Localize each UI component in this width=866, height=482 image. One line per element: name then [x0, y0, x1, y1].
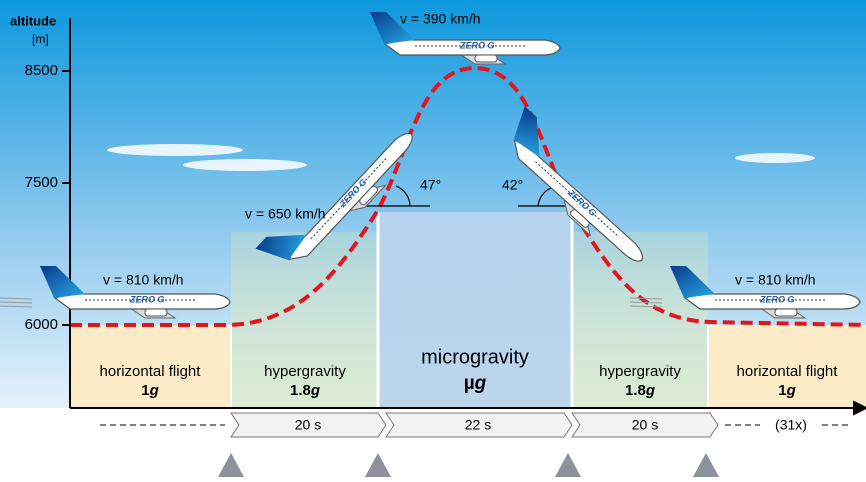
- fuselage: [287, 132, 413, 261]
- tail-fin: [513, 106, 540, 158]
- y-tick-label: 7500: [25, 174, 58, 191]
- speed-label: v = 650 km/h: [245, 206, 326, 222]
- axes: [62, 18, 866, 416]
- speed-line: [629, 301, 663, 304]
- phase-name: hypergravity: [264, 363, 346, 380]
- axis-title: altitude: [10, 13, 56, 28]
- y-tick-label: 6000: [25, 316, 58, 333]
- phase-name: microgravity: [421, 346, 529, 368]
- engine: [474, 54, 498, 63]
- phase-name: horizontal flight: [737, 363, 839, 380]
- g-factor: 1g: [141, 382, 159, 399]
- engine: [144, 308, 168, 317]
- axis-unit: [m]: [32, 32, 49, 46]
- duration: 20 s: [632, 417, 658, 433]
- g-symbol: g: [786, 382, 796, 399]
- fuselage: [383, 39, 561, 56]
- speed-line: [0, 301, 33, 304]
- repeat-count: (31x): [775, 417, 807, 433]
- fuselage: [683, 293, 861, 310]
- g-factor-value: 1: [141, 382, 149, 399]
- tail-fin: [370, 12, 415, 44]
- g-factor: 1.8g: [625, 382, 655, 399]
- g-symbol: g: [474, 373, 487, 394]
- duration: 20 s: [295, 417, 321, 433]
- plane: ZERO G: [370, 12, 561, 65]
- g-factor-value: 1.8: [290, 382, 311, 399]
- engine: [359, 185, 378, 206]
- speed-label: v = 810 km/h: [103, 272, 184, 288]
- phase-name: horizontal flight: [100, 363, 202, 380]
- g-factor: 1.8g: [290, 382, 320, 399]
- g-factor: 1g: [778, 382, 796, 399]
- speed-line: [0, 305, 33, 308]
- g-symbol: g: [149, 382, 159, 399]
- angle-label: 42°: [502, 177, 523, 193]
- y-tick-label: 8500: [25, 62, 58, 79]
- fuselage: [513, 139, 644, 262]
- g-symbol: g: [645, 382, 655, 399]
- engine: [774, 308, 798, 317]
- angle-label: 47°: [420, 177, 441, 193]
- engine: [570, 209, 590, 228]
- logo: ZERO G: [129, 294, 165, 304]
- tail-fin: [255, 234, 307, 261]
- g-factor-value: 1: [778, 382, 786, 399]
- g-factor-value: 1.8: [625, 382, 646, 399]
- duration: 22 s: [465, 417, 491, 433]
- logo: ZERO G: [459, 40, 495, 50]
- fuselage: [53, 293, 231, 310]
- speed-line: [629, 297, 663, 300]
- plane: ZERO G: [629, 266, 861, 319]
- speed-line: [0, 297, 33, 300]
- plane: ZERO G: [0, 266, 231, 319]
- speed-label: v = 810 km/h: [735, 272, 816, 288]
- labels: altitude [m] 8500 7500 6000 horizontal flight…: [10, 11, 838, 433]
- g-symbol: g: [310, 382, 320, 399]
- phase-markers: [218, 453, 719, 477]
- speed-label: v = 390 km/h: [400, 11, 481, 27]
- tail-fin: [40, 266, 85, 298]
- g-factor: µg: [464, 373, 487, 394]
- clouds: [107, 144, 815, 171]
- logo: ZERO G: [759, 294, 795, 304]
- phase-blocks: [70, 212, 866, 408]
- g-factor-value: µ: [464, 373, 475, 394]
- speed-line: [629, 305, 663, 308]
- timeline: [100, 412, 850, 438]
- phase-name: hypergravity: [599, 363, 681, 380]
- tail-fin: [670, 266, 715, 298]
